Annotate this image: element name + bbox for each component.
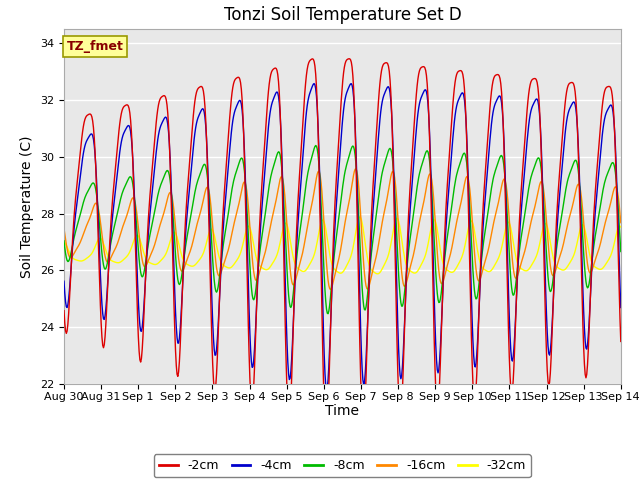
Title: Tonzi Soil Temperature Set D: Tonzi Soil Temperature Set D <box>223 6 461 24</box>
Y-axis label: Soil Temperature (C): Soil Temperature (C) <box>20 135 35 277</box>
Legend: -2cm, -4cm, -8cm, -16cm, -32cm: -2cm, -4cm, -8cm, -16cm, -32cm <box>154 454 531 477</box>
Text: TZ_fmet: TZ_fmet <box>67 40 124 53</box>
X-axis label: Time: Time <box>325 405 360 419</box>
